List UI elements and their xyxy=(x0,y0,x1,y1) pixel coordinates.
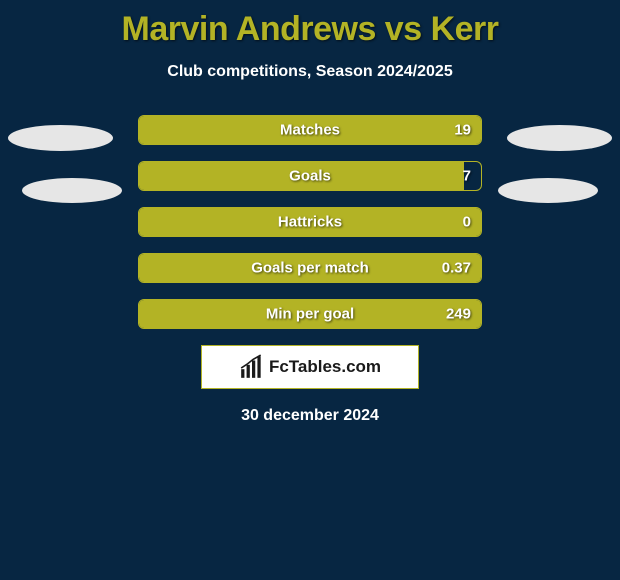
chart-icon xyxy=(239,354,265,380)
stat-bar-label: Matches xyxy=(139,122,481,139)
page: Marvin Andrews vs Kerr Club competitions… xyxy=(0,0,620,580)
stat-bar-value: 0.37 xyxy=(442,260,471,277)
stat-bar-value: 7 xyxy=(463,168,471,185)
stat-bar-label: Goals per match xyxy=(139,260,481,277)
stat-bar-value: 0 xyxy=(463,214,471,231)
stat-bar-label: Min per goal xyxy=(139,306,481,323)
stat-bar-value: 249 xyxy=(446,306,471,323)
footer-date: 30 december 2024 xyxy=(0,407,620,425)
stat-bar-label: Hattricks xyxy=(139,214,481,231)
stat-bar-value: 19 xyxy=(454,122,471,139)
stat-bar-label: Goals xyxy=(139,168,481,185)
brand-text: FcTables.com xyxy=(269,357,381,377)
avatar-left-1 xyxy=(8,125,113,151)
stat-bar: Goals7 xyxy=(138,161,482,191)
avatar-right-1 xyxy=(507,125,612,151)
stat-bar: Min per goal249 xyxy=(138,299,482,329)
stat-bar: Hattricks0 xyxy=(138,207,482,237)
stat-bar: Matches19 xyxy=(138,115,482,145)
page-subtitle: Club competitions, Season 2024/2025 xyxy=(0,63,620,81)
brand-box[interactable]: FcTables.com xyxy=(201,345,419,389)
stat-bar: Goals per match0.37 xyxy=(138,253,482,283)
avatar-left-2 xyxy=(22,178,122,203)
bars-container: Matches19 Goals7 Hattricks0 Goals per match… xyxy=(138,115,482,329)
avatar-right-2 xyxy=(498,178,598,203)
page-title: Marvin Andrews vs Kerr xyxy=(0,0,620,49)
